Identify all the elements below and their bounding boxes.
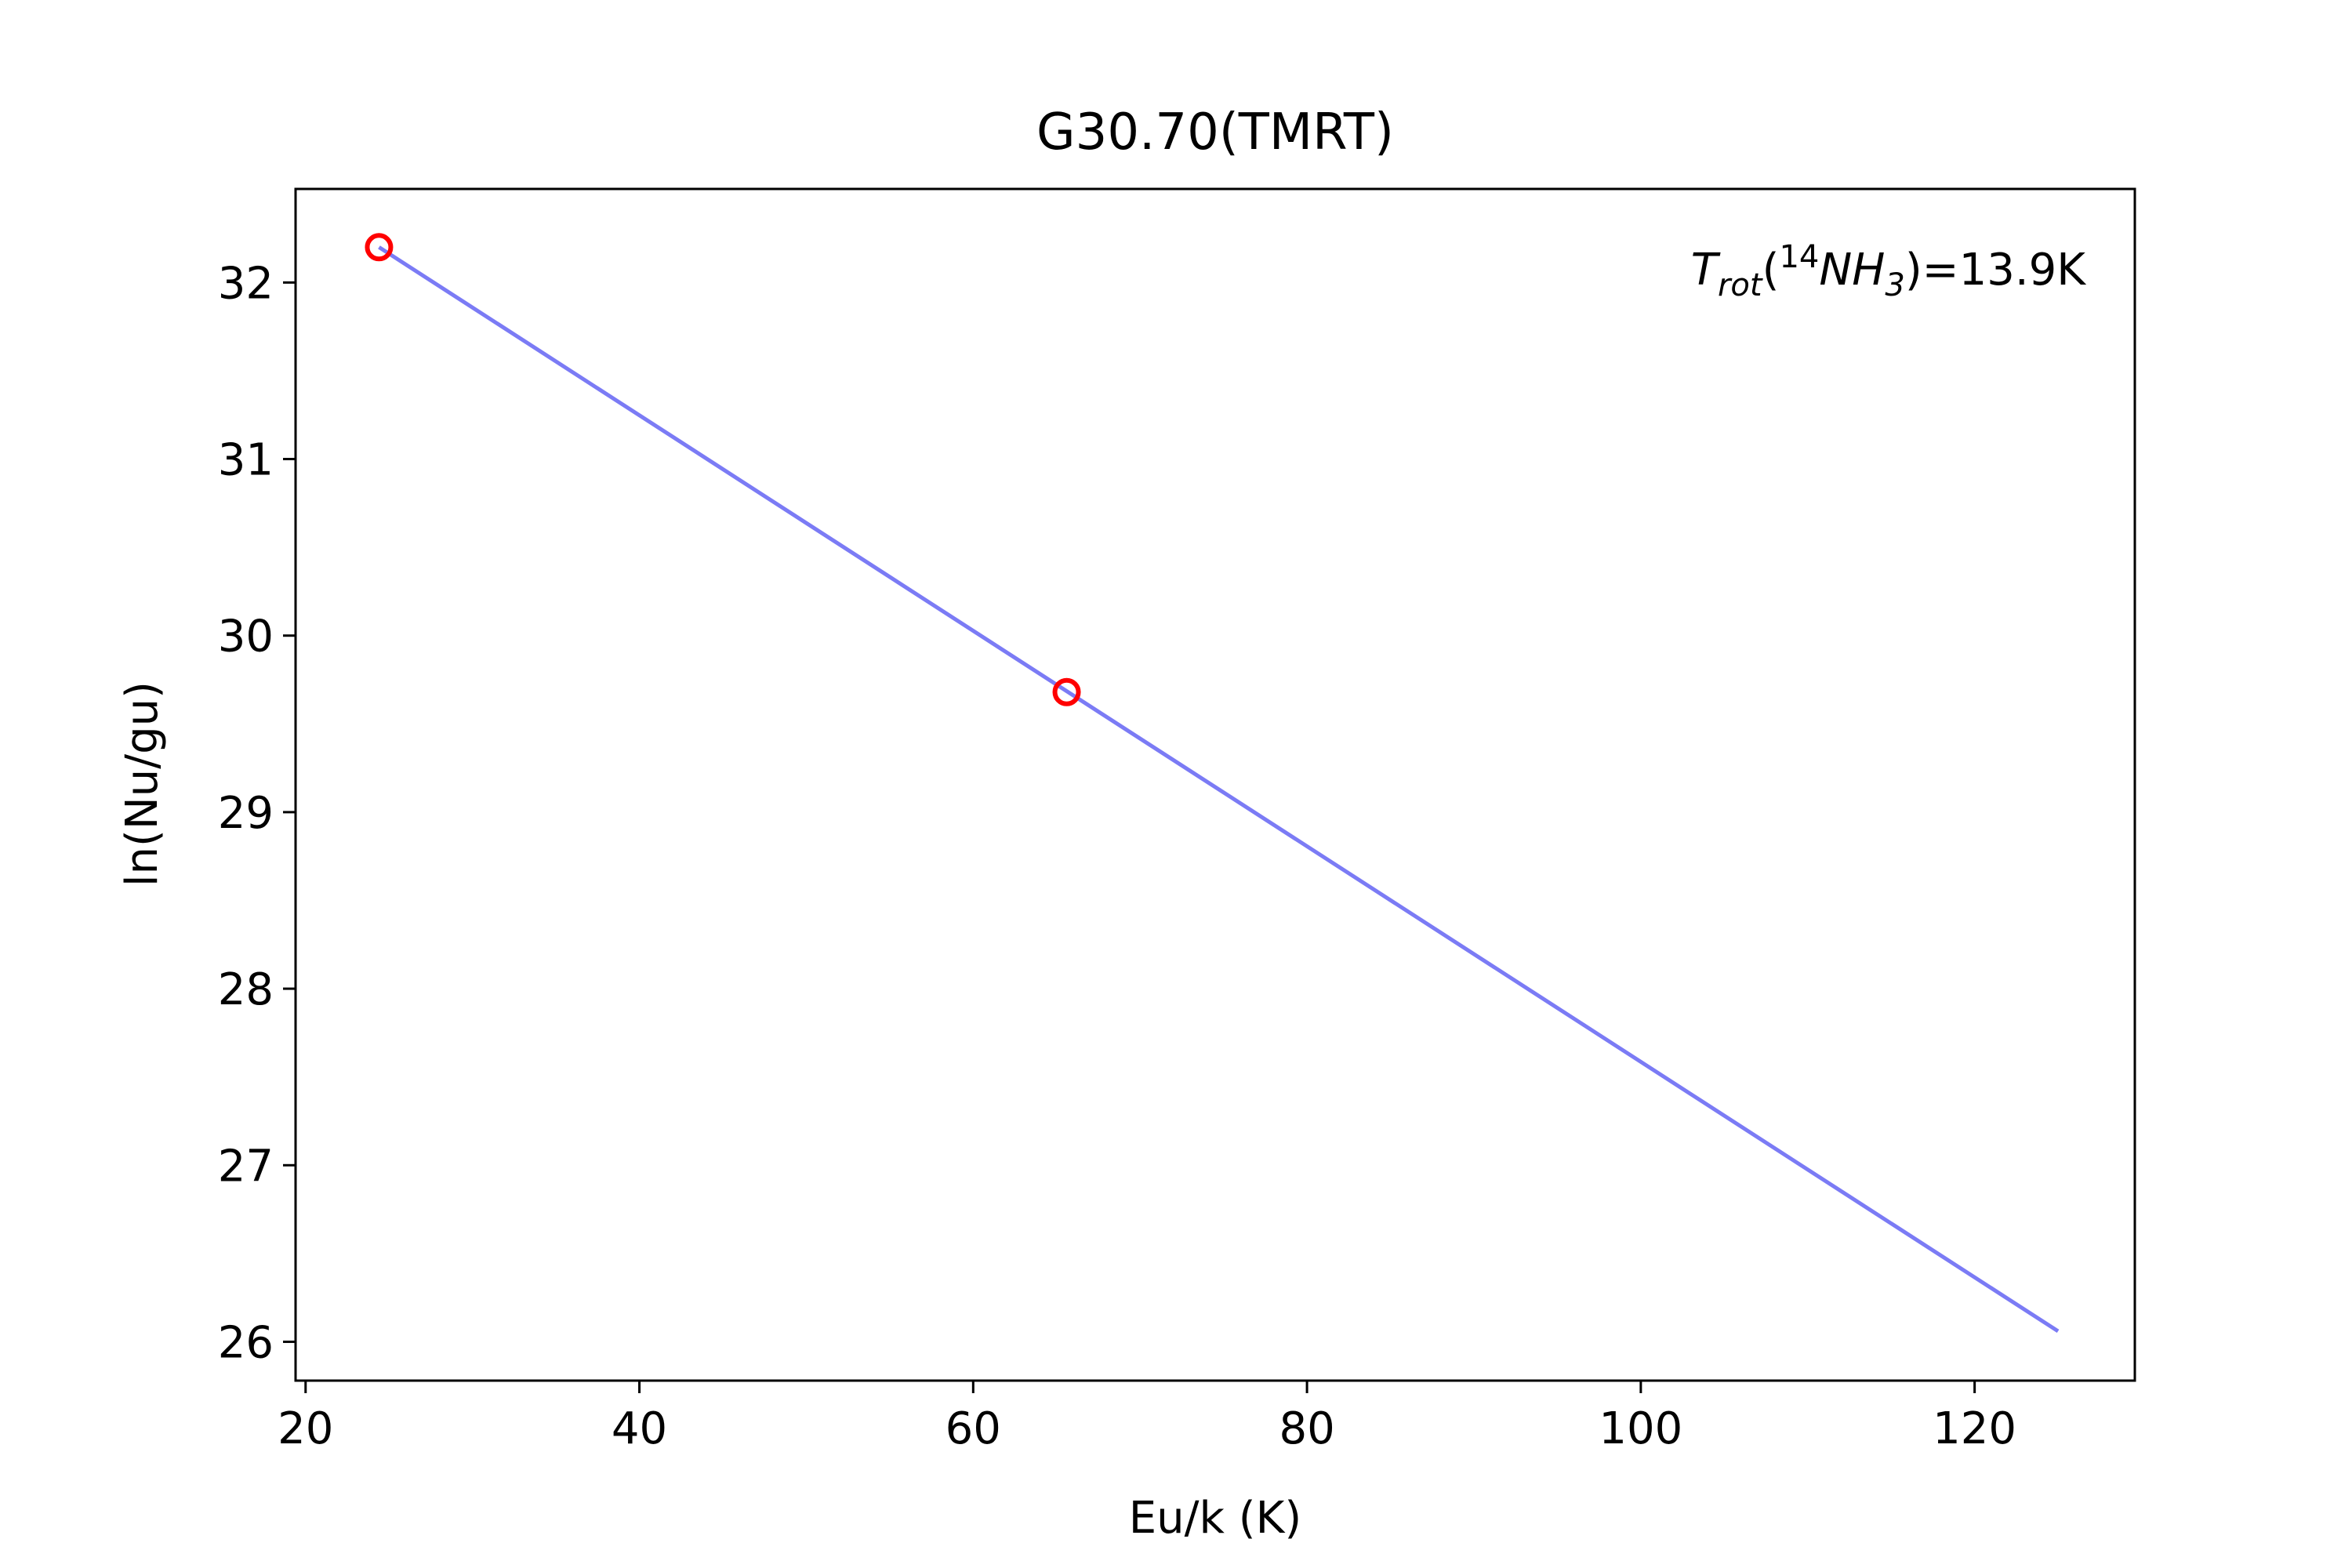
annotation-value: )=13.9K <box>1905 245 2086 296</box>
annotation-isotope: 14 <box>1779 239 1819 275</box>
y-tick-label: 26 <box>218 1317 274 1368</box>
axis-ticks: 20 40 60 80 100 120 26 27 28 29 30 31 32 <box>218 258 2016 1454</box>
annotation-molecule-subscript: 3 <box>1885 267 1904 303</box>
x-tick-label: 100 <box>1599 1403 1682 1454</box>
y-axis-label: ln(Nu/gu) <box>117 681 168 887</box>
chart-title: G30.70(TMRT) <box>1036 103 1394 162</box>
y-tick-label: 28 <box>218 964 274 1015</box>
annotation-molecule: NH <box>1819 245 1885 296</box>
annotation-open: ( <box>1762 245 1780 296</box>
annotation-symbol: T <box>1691 245 1721 296</box>
data-point <box>365 233 394 262</box>
rotation-temperature-annotation: Trot(14NH3)=13.9K <box>1691 239 2087 303</box>
fit-line <box>378 245 2060 1334</box>
annotation-subscript: rot <box>1718 267 1763 303</box>
series-layer <box>365 233 2060 1334</box>
y-tick-label: 30 <box>218 612 274 662</box>
x-tick-label: 120 <box>1933 1403 2016 1454</box>
y-tick-label: 29 <box>218 788 274 839</box>
y-tick-label: 32 <box>218 258 274 309</box>
x-tick-label: 60 <box>946 1403 1001 1454</box>
y-tick-label: 27 <box>218 1141 274 1192</box>
x-tick-label: 20 <box>278 1403 333 1454</box>
x-axis-label: Eu/k (K) <box>1129 1493 1301 1544</box>
plot-frame <box>294 187 2136 1382</box>
y-tick-label: 31 <box>218 435 274 486</box>
x-tick-label: 40 <box>612 1403 667 1454</box>
x-tick-label: 80 <box>1279 1403 1334 1454</box>
data-point <box>1052 677 1081 706</box>
